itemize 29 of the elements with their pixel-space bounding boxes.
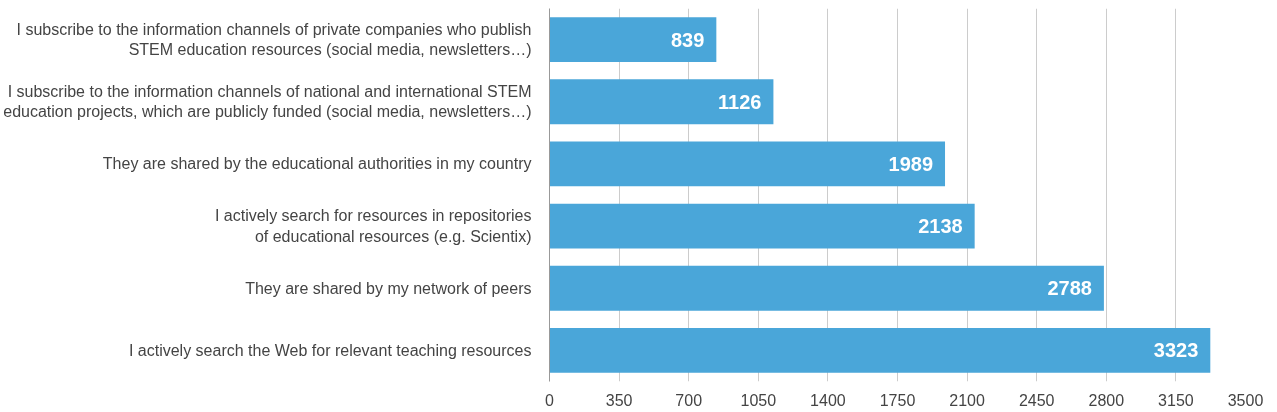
bar bbox=[549, 265, 1104, 311]
bar bbox=[549, 203, 975, 249]
x-tick-label: 350 bbox=[605, 391, 633, 409]
x-tick-label: 0 bbox=[545, 391, 555, 409]
x-tick-label: 2800 bbox=[1088, 391, 1125, 409]
data-label: 2788 bbox=[1047, 277, 1092, 300]
data-label: 2138 bbox=[918, 215, 963, 238]
x-tick-label: 1050 bbox=[740, 391, 777, 409]
x-tick-label: 700 bbox=[675, 391, 703, 409]
x-tick-label: 2450 bbox=[1018, 391, 1055, 409]
x-tick-label: 2100 bbox=[949, 391, 985, 409]
y-tick-label: They are shared by the educational authorities in my country bbox=[102, 155, 532, 173]
y-tick-label: They are shared by my network of peers bbox=[245, 279, 532, 297]
y-tick-label: I actively search for resources in repositories of educational resources (e.g. Scientix) bbox=[214, 207, 532, 245]
data-label: 1126 bbox=[718, 90, 762, 113]
y-tick-label: I subscribe to the information channels of national and international STEM education projects, which are publicly funded (social media, newsletters…) bbox=[3, 83, 532, 121]
y-tick-label: I actively search the Web for relevant teaching resources bbox=[128, 341, 532, 359]
bar bbox=[549, 141, 946, 187]
bar bbox=[549, 17, 717, 62]
data-label: 1989 bbox=[888, 152, 934, 175]
x-tick-label: 1400 bbox=[810, 391, 846, 409]
bar bbox=[549, 328, 1211, 373]
data-label: 3323 bbox=[1153, 339, 1199, 362]
x-tick-label: 3150 bbox=[1158, 391, 1194, 409]
x-tick-label: 3500 bbox=[1227, 391, 1264, 409]
x-tick-label: 1750 bbox=[879, 391, 916, 409]
y-tick-label: I subscribe to the information channels of private companies who publish STEM education resources (social media, newsletters…) bbox=[16, 20, 532, 59]
bar bbox=[549, 79, 774, 125]
data-label: 839 bbox=[670, 28, 705, 51]
